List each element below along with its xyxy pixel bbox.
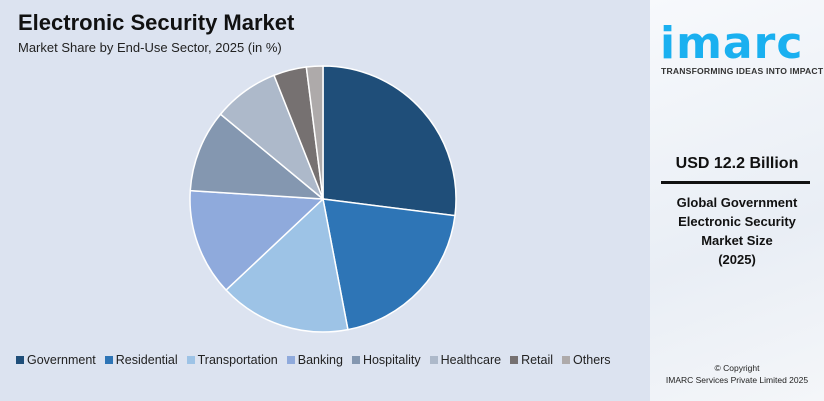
legend-item-others: Others [562, 353, 611, 367]
legend-label: Banking [297, 353, 343, 367]
legend-swatch [104, 356, 113, 364]
legend-label: Others [573, 353, 611, 367]
legend-item-transportation: Transportation [186, 353, 278, 367]
legend-swatch [562, 356, 571, 364]
info-panel: imarc TRANSFORMING IDEAS INTO IMPACT USD… [650, 0, 824, 401]
desc-line: (2025) [718, 252, 756, 267]
legend-item-residential: Residential [104, 353, 178, 367]
legend-swatch [16, 356, 24, 364]
chart-panel: Electronic Security Market Market Share … [0, 0, 650, 401]
legend-label: Government [27, 353, 96, 367]
tagline: TRANSFORMING IDEAS INTO IMPACT [661, 66, 824, 76]
legend-swatch [186, 356, 195, 364]
desc-line: Electronic Security [678, 214, 796, 229]
market-value: USD 12.2 Billion [675, 155, 799, 172]
chart-title: Electronic Security Market [18, 10, 295, 35]
pie-slice-banking [189, 189, 325, 292]
pie-slice-others [305, 65, 324, 200]
legend-swatch [429, 356, 438, 364]
pie-slice-hospitality [189, 113, 326, 200]
legend-item-retail: Retail [510, 353, 553, 367]
copyright-company: IMARC Services Private Limited 2025 [665, 375, 809, 385]
copyright-label: © Copyright [714, 363, 760, 373]
copyright: © Copyright IMARC Services Private Limit… [650, 362, 824, 386]
legend-item-healthcare: Healthcare [429, 353, 502, 367]
desc-line: Market Size [701, 233, 773, 248]
legend-swatch [510, 356, 519, 364]
legend-label: Transportation [197, 353, 278, 367]
legend-item-hospitality: Hospitality [351, 353, 421, 367]
legend-item-government: Government [16, 353, 96, 367]
legend-label: Hospitality [362, 353, 421, 367]
divider [661, 181, 810, 184]
chart-subtitle: Market Share by End-Use Sector, 2025 (in… [18, 40, 282, 55]
desc-line: Global Government [676, 195, 798, 210]
legend-label: Retail [521, 353, 554, 367]
imarc-logo: imarc [660, 18, 804, 69]
pie-slice-transportation [224, 197, 349, 333]
market-description: Global Government Electronic Security Ma… [650, 193, 824, 269]
legend-swatch [351, 356, 360, 364]
pie-chart [189, 65, 457, 333]
legend-label: Residential [115, 353, 178, 367]
legend-label: Healthcare [440, 353, 502, 367]
legend-item-banking: Banking [286, 353, 343, 367]
pie-slice-government [322, 65, 457, 217]
legend-swatch [286, 356, 295, 364]
pie-slice-residential [322, 198, 456, 331]
legend: Government Residential Transportation Banki… [16, 353, 611, 367]
